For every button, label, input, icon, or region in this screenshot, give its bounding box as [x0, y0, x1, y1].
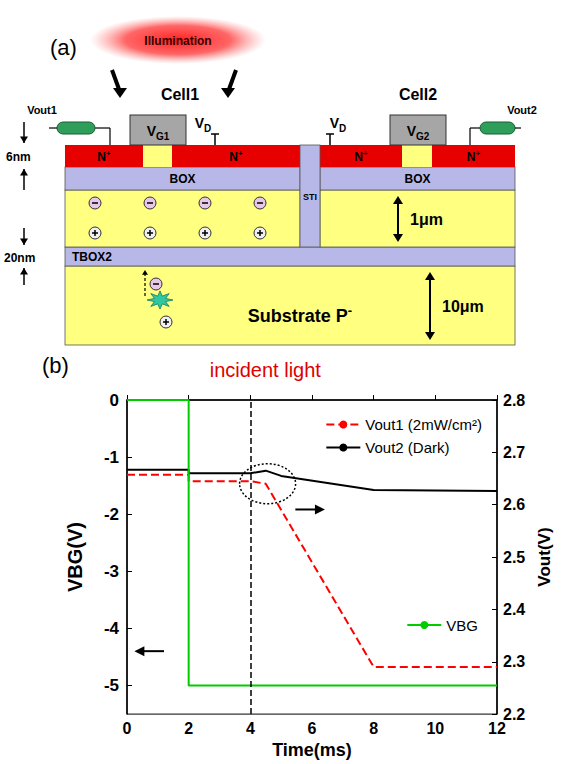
svg-text:4: 4: [246, 720, 255, 737]
svg-text:Substrate P-: Substrate P-: [248, 303, 352, 326]
svg-text:incident light: incident light: [210, 359, 322, 381]
svg-text:Illumination: Illumination: [144, 34, 211, 48]
svg-text:Vout2: Vout2: [507, 104, 537, 116]
svg-text:2.2: 2.2: [503, 706, 525, 723]
svg-text:VBG(V): VBG(V): [64, 522, 86, 592]
svg-text:VD: VD: [195, 115, 212, 134]
svg-text:VG2: VG2: [407, 123, 430, 142]
svg-text:BOX: BOX: [169, 172, 195, 186]
svg-text:Vout(V): Vout(V): [535, 527, 554, 586]
svg-text:-3: -3: [104, 562, 119, 581]
svg-text:-1: -1: [104, 448, 119, 467]
svg-text:N+: N+: [467, 149, 481, 164]
svg-text:2: 2: [184, 720, 193, 737]
svg-text:VD: VD: [330, 115, 347, 134]
svg-text:Time(ms): Time(ms): [272, 740, 352, 760]
svg-text:TBOX2: TBOX2: [72, 250, 112, 264]
svg-text:20nm: 20nm: [4, 251, 35, 265]
svg-text:Vout2 (Dark): Vout2 (Dark): [365, 439, 449, 456]
svg-text:Vout1 (2mW/cm²): Vout1 (2mW/cm²): [365, 416, 482, 433]
svg-text:2.3: 2.3: [503, 653, 525, 670]
svg-text:0: 0: [110, 391, 119, 410]
svg-text:(a): (a): [50, 35, 77, 60]
svg-text:12: 12: [488, 720, 506, 737]
svg-text:6: 6: [308, 720, 317, 737]
svg-text:VBG: VBG: [446, 617, 478, 634]
svg-text:Vout1: Vout1: [27, 104, 57, 116]
svg-text:2.7: 2.7: [503, 444, 525, 461]
svg-text:(b): (b): [42, 353, 69, 378]
svg-text:0: 0: [123, 720, 132, 737]
svg-text:10μm: 10μm: [442, 298, 484, 315]
svg-text:8: 8: [369, 720, 378, 737]
svg-text:-5: -5: [104, 676, 119, 695]
svg-text:VG1: VG1: [147, 123, 170, 142]
svg-text:Cell2: Cell2: [399, 86, 437, 103]
svg-text:1μm: 1μm: [410, 211, 443, 228]
svg-text:2.4: 2.4: [503, 601, 525, 618]
svg-text:Cell1: Cell1: [161, 86, 199, 103]
svg-text:STI: STI: [303, 192, 317, 202]
svg-text:-2: -2: [104, 505, 119, 524]
svg-text:6nm: 6nm: [6, 150, 31, 164]
svg-text:2.6: 2.6: [503, 496, 525, 513]
svg-text:10: 10: [426, 720, 444, 737]
svg-text:N+: N+: [354, 149, 368, 164]
svg-text:-4: -4: [104, 619, 120, 638]
svg-text:N+: N+: [97, 149, 111, 164]
svg-text:BOX: BOX: [404, 172, 430, 186]
svg-text:N+: N+: [229, 149, 243, 164]
svg-text:2.5: 2.5: [503, 549, 525, 566]
svg-text:2.8: 2.8: [503, 392, 525, 409]
